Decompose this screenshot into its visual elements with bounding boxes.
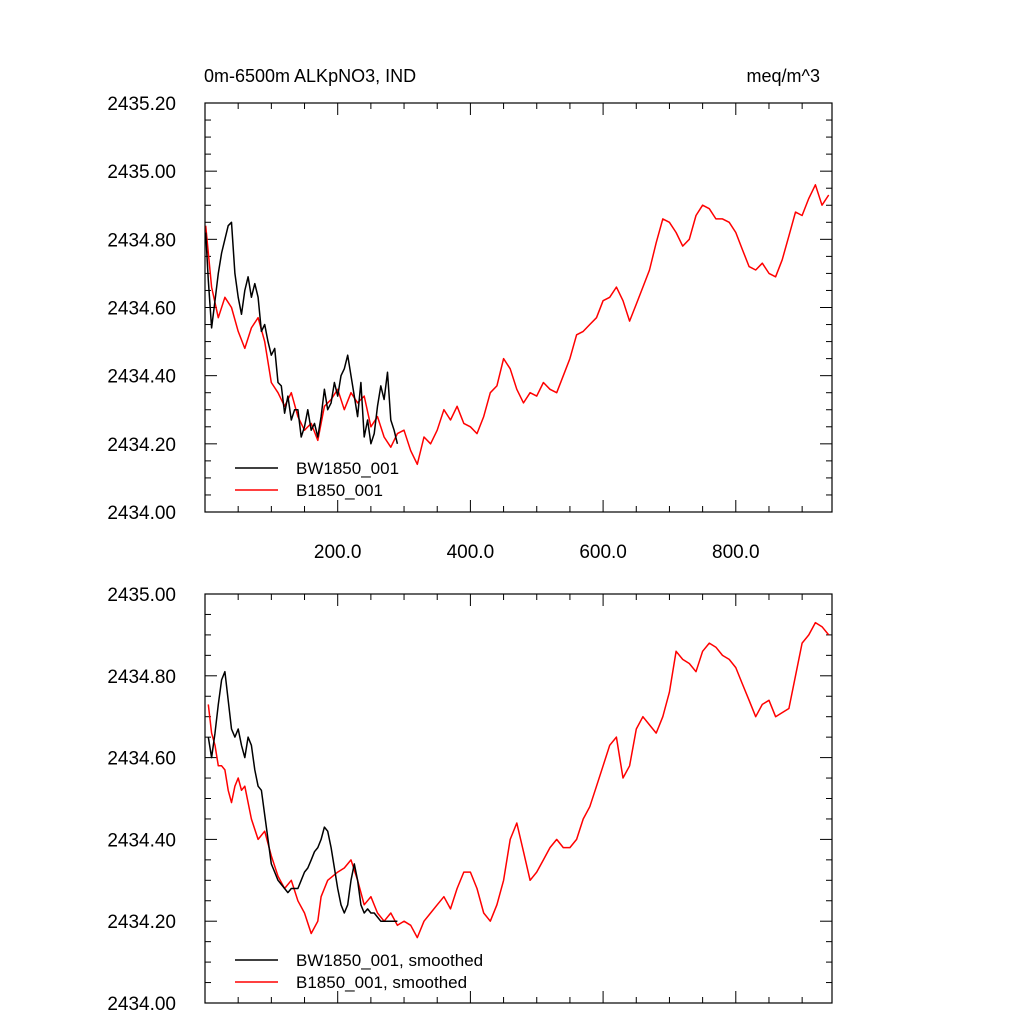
top-chart-title: 0m-6500m ALKpNO3, IND	[204, 66, 416, 86]
bottom-axes: 2434.00 2434.20 2434.40 2434.60 2434.80 2435.…	[107, 585, 832, 1015]
bottom-y-tick-label: 2434.80	[107, 667, 176, 688]
top-series-line-red	[204, 184, 830, 466]
top-axes: 2434.00 2434.20 2434.40 2434.60 2434.80 2435.…	[107, 94, 832, 563]
top-legend-label: BW1850_001	[296, 459, 399, 478]
bottom-series-line-red	[207, 621, 830, 939]
top-x-tick-label: 200.0	[314, 542, 362, 563]
top-y-tick-label: 2434.40	[107, 367, 176, 388]
top-panel: 0m-6500m ALKpNO3, IND meq/m^3 2434.00243…	[107, 66, 833, 563]
top-x-tick-label: 400.0	[447, 542, 495, 563]
bottom-panel: 2434.00 2434.20 2434.40 2434.60 2434.80 2435.…	[107, 585, 833, 1015]
bottom-y-tick-label: 2434.60	[107, 749, 176, 770]
top-y-tick-label: 2434.20	[107, 435, 176, 456]
bottom-legend-label: BW1850_001, smoothed	[296, 951, 483, 970]
top-legend-label: B1850_001	[296, 481, 383, 500]
bottom-y-tick-label: 2434.00	[107, 994, 176, 1015]
top-y-tick-label: 2435.00	[107, 162, 176, 183]
bottom-legend-label: B1850_001, smoothed	[296, 973, 467, 992]
top-plot-frame	[204, 102, 833, 513]
bottom-y-tick-label: 2434.40	[107, 830, 176, 851]
bottom-lines	[207, 621, 830, 939]
top-y-tick-label: 2434.00	[107, 503, 176, 524]
bottom-legend: BW1850_001, smoothed B1850_001, smoothed	[235, 951, 483, 992]
top-y-tick-label: 2434.80	[107, 230, 176, 251]
bottom-series-line-black	[207, 670, 398, 922]
top-series-line-black	[204, 221, 399, 445]
top-y-tick-label: 2435.20	[107, 94, 176, 115]
top-legend: BW1850_001 B1850_001	[235, 459, 399, 500]
bottom-y-tick-label: 2435.00	[107, 585, 176, 606]
top-x-tick-label: 800.0	[712, 542, 760, 563]
top-x-tick-label: 600.0	[579, 542, 627, 563]
top-y-tick-label: 2434.60	[107, 299, 176, 320]
top-chart-units: meq/m^3	[747, 66, 820, 86]
bottom-plot-frame	[204, 593, 833, 1004]
bottom-y-tick-label: 2434.20	[107, 912, 176, 933]
top-lines	[204, 184, 830, 466]
